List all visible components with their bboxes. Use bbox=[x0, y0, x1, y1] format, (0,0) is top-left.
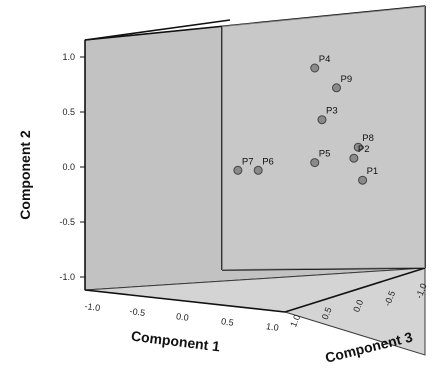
y-tick-label: 1.0 bbox=[62, 52, 75, 62]
edge-bottom-right bbox=[284, 267, 426, 313]
y-tick-label: 0.5 bbox=[62, 107, 75, 117]
x-axis-ticks: -1.0 -0.5 0.0 0.5 1.0 bbox=[84, 301, 279, 333]
data-point-p7 bbox=[233, 165, 243, 175]
z-tick-label: 0.0 bbox=[351, 298, 365, 313]
point-label-p1: P1 bbox=[367, 166, 379, 177]
point-label-p8: P8 bbox=[362, 133, 374, 144]
data-point-p8 bbox=[353, 142, 363, 152]
edge-bottom-front bbox=[84, 289, 286, 313]
point-label-p3: P3 bbox=[326, 106, 338, 117]
edge-front-top bbox=[84, 19, 231, 41]
data-point-p1 bbox=[358, 175, 368, 185]
data-point-p5 bbox=[310, 158, 320, 168]
point-label-p4: P4 bbox=[319, 54, 331, 65]
x-tick-label: -1.0 bbox=[84, 301, 101, 313]
y-tick-label: 0.0 bbox=[62, 162, 75, 172]
x-tick-label: -0.5 bbox=[129, 306, 146, 318]
z-tick-label: 0.5 bbox=[320, 306, 334, 321]
y-tick-label: -1.0 bbox=[59, 272, 75, 282]
point-label-p9: P9 bbox=[341, 74, 353, 85]
data-point-p4 bbox=[310, 63, 320, 73]
point-label-p2: P2 bbox=[358, 144, 370, 155]
x-tick-label: 0.5 bbox=[221, 316, 235, 328]
data-point-p3 bbox=[317, 115, 327, 125]
z-axis-ticks: 1.0 0.5 0.0 -0.5 -1.0 bbox=[288, 282, 429, 329]
y-tick-label: -0.5 bbox=[59, 217, 75, 227]
data-point-p6 bbox=[253, 165, 263, 175]
x-axis-title: Component 1 bbox=[130, 328, 221, 355]
data-point-p9 bbox=[332, 83, 341, 93]
x-tick-label: 1.0 bbox=[266, 321, 280, 333]
point-label-p6: P6 bbox=[262, 156, 274, 167]
y-axis-title: Component 2 bbox=[17, 130, 33, 220]
x-tick-label: 0.0 bbox=[176, 311, 190, 323]
right-wall bbox=[222, 6, 425, 270]
point-label-p7: P7 bbox=[242, 156, 254, 167]
z-tick-label: 1.0 bbox=[288, 313, 302, 328]
data-point-p2 bbox=[349, 153, 359, 163]
y-axis-ticks: -1.0 -0.5 0.0 0.5 1.0 bbox=[59, 52, 85, 282]
point-label-p5: P5 bbox=[319, 149, 331, 160]
